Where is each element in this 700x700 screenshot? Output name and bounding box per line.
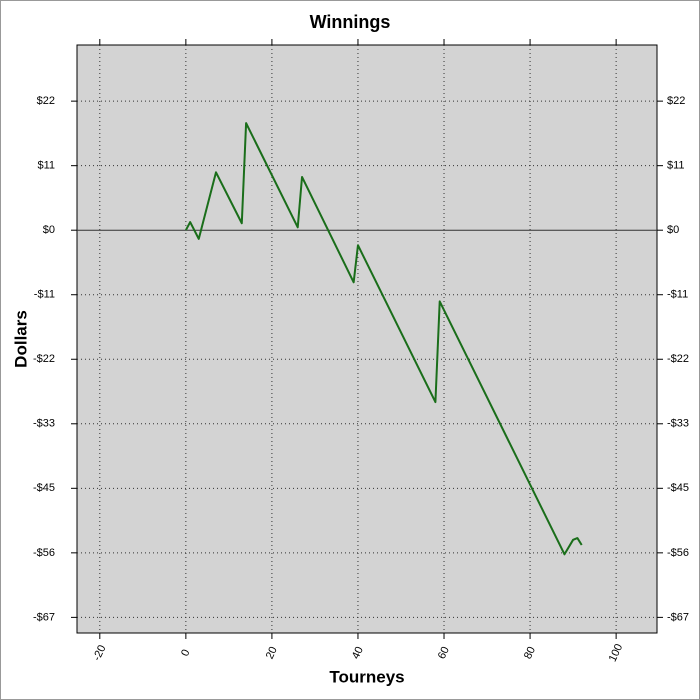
x-axis-title: Tourneys (329, 667, 404, 686)
y-tick-label: -$45 (33, 482, 55, 494)
x-tick-label: 80 (522, 645, 538, 661)
chart-title: Winnings (310, 12, 391, 32)
y-tick-label-right: -$11 (667, 289, 688, 301)
y-tick-label: $0 (43, 224, 55, 236)
y-tick-label: -$22 (33, 353, 55, 365)
y-tick-label-right: -$67 (667, 611, 689, 623)
y-tick-label-right: $22 (667, 95, 685, 107)
y-tick-label-right: -$33 (667, 418, 689, 430)
x-tick-label: 40 (350, 645, 366, 661)
y-tick-label: -$33 (33, 418, 55, 430)
y-tick-label-right: -$45 (667, 482, 689, 494)
x-tick-label: 60 (436, 645, 452, 661)
x-tick-label: 0 (179, 648, 192, 659)
plot-area (76, 44, 658, 634)
y-tick-label: $11 (37, 160, 55, 172)
y-tick-label: -$56 (33, 547, 55, 559)
y-axis-title: Dollars (11, 310, 30, 368)
x-tick-label: 20 (264, 645, 280, 661)
y-tick-label-right: -$56 (667, 547, 689, 559)
y-tick-label-right: $0 (667, 224, 679, 236)
y-tick-label: $22 (37, 95, 55, 107)
data-line (184, 122, 583, 556)
y-tick-label-right: -$22 (667, 353, 689, 365)
y-tick-label: -$11 (34, 289, 55, 301)
y-tick-label-right: $11 (667, 160, 685, 172)
y-tick-label: -$67 (33, 611, 55, 623)
